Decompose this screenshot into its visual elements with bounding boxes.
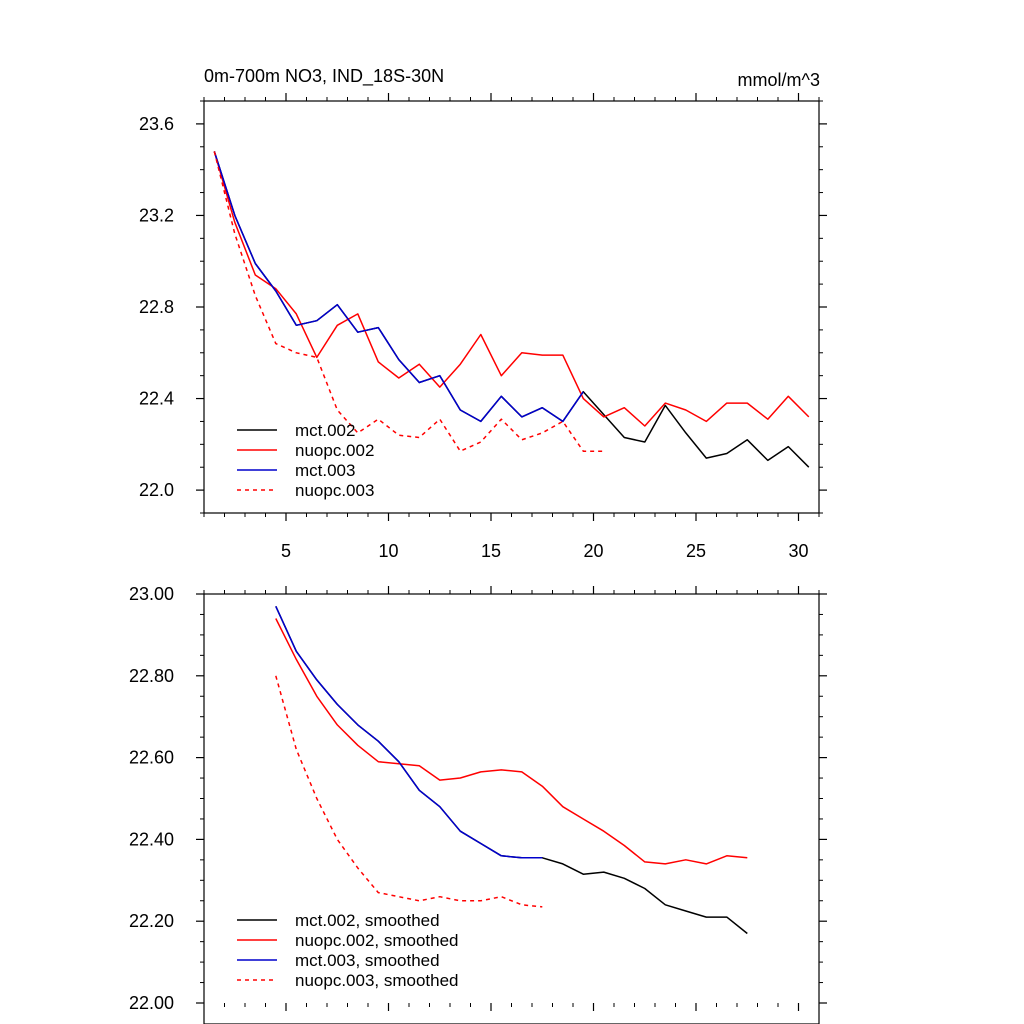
- y-tick-label: 22.20: [129, 911, 174, 931]
- x-tick-label: 30: [788, 541, 808, 561]
- legend-label: mct.002: [295, 421, 355, 440]
- x-tick-label: 20: [583, 541, 603, 561]
- top-panel-title: 0m-700m NO3, IND_18S-30N: [204, 66, 444, 87]
- x-tick-label: 15: [481, 541, 501, 561]
- y-tick-label: 22.8: [139, 297, 174, 317]
- legend-label: nuopc.003: [295, 481, 374, 500]
- y-tick-label: 23.2: [139, 205, 174, 225]
- legend-label: mct.003, smoothed: [295, 951, 440, 970]
- y-tick-label: 22.4: [139, 389, 174, 409]
- top-series: [213, 151, 810, 468]
- legend-label: nuopc.002, smoothed: [295, 931, 459, 950]
- series-line-nuopc-003: [213, 151, 604, 452]
- y-tick-label: 22.80: [129, 666, 174, 686]
- series-line-mct-002-smoothed: [275, 605, 748, 935]
- x-tick-label: 25: [686, 541, 706, 561]
- top-panel: 0m-700m NO3, IND_18S-30N mmol/m^3 5 10 15 2…: [139, 66, 827, 561]
- series-line-mct-002: [213, 151, 810, 468]
- y-tick-label: 22.60: [129, 748, 174, 768]
- series-line-nuopc-002-smoothed: [275, 618, 748, 865]
- series-line-nuopc-002: [213, 151, 810, 427]
- series-line-nuopc-003-smoothed: [275, 675, 543, 908]
- y-tick-label: 23.00: [129, 584, 174, 604]
- legend-label: nuopc.003, smoothed: [295, 971, 459, 990]
- bottom-panel: 22.00 22.20 22.40 22.60 22.80 23.00 mct.002, …: [129, 584, 827, 1024]
- legend-label: mct.003: [295, 461, 355, 480]
- legend-label: mct.002, smoothed: [295, 911, 440, 930]
- x-tick-label: 10: [378, 541, 398, 561]
- series-line-mct-003: [213, 151, 584, 423]
- legend-label: nuopc.002: [295, 441, 374, 460]
- y-tick-label: 23.6: [139, 114, 174, 134]
- series-line-mct-003-smoothed: [275, 605, 543, 859]
- top-ticks: 5 10 15 20 25 30 22.0 22.4 22.8 23.2 23.6: [139, 93, 827, 561]
- top-panel-units: mmol/m^3: [738, 70, 820, 90]
- bottom-ticks: 22.00 22.20 22.40 22.60 22.80 23.00: [129, 584, 827, 1013]
- y-tick-label: 22.00: [129, 993, 174, 1013]
- bottom-series: [275, 605, 748, 935]
- y-tick-label: 22.40: [129, 829, 174, 849]
- x-tick-label: 5: [281, 541, 291, 561]
- y-tick-label: 22.0: [139, 480, 174, 500]
